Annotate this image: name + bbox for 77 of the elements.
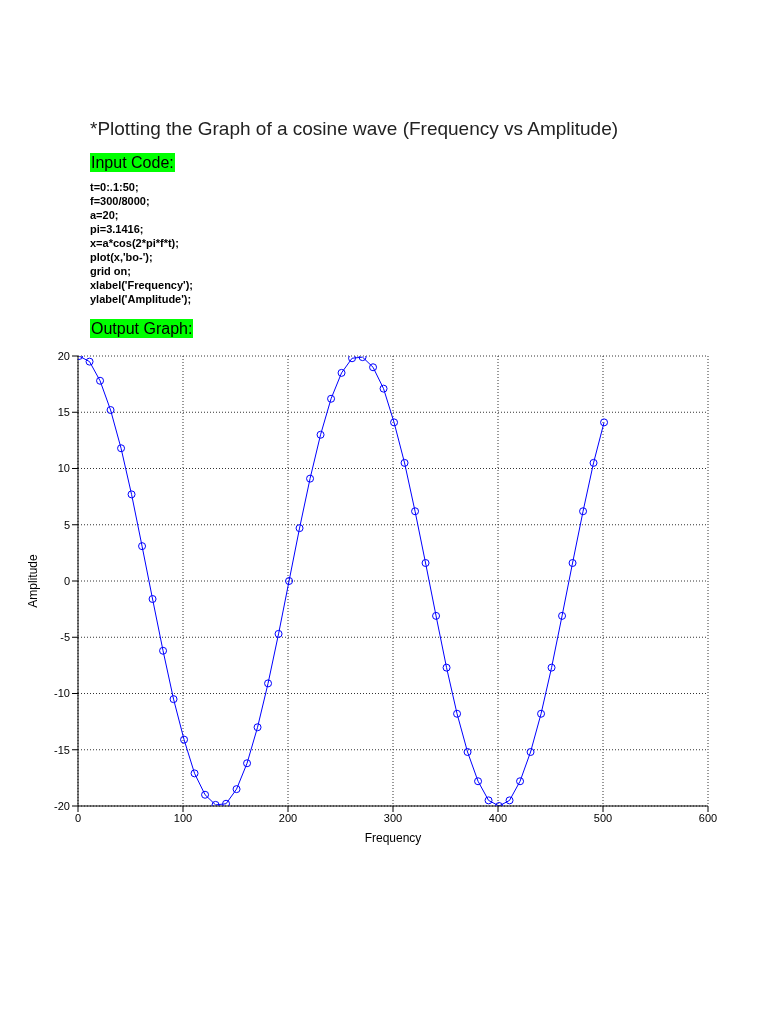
text: xlabel('Frequency'); — [90, 278, 195, 292]
point — [96, 376, 105, 385]
point — [505, 796, 514, 805]
point — [516, 777, 525, 786]
point — [432, 611, 441, 620]
point — [411, 507, 420, 516]
point — [442, 663, 451, 672]
point — [159, 646, 168, 655]
text: t=0:.1:50; — [90, 180, 140, 194]
point — [295, 524, 304, 533]
point — [232, 785, 241, 794]
point — [264, 679, 273, 688]
point — [285, 577, 294, 585]
point — [180, 735, 189, 744]
point — [169, 695, 178, 704]
point — [348, 356, 357, 363]
y-tick-label: 0 — [63, 574, 70, 587]
point — [400, 458, 409, 467]
point — [138, 542, 147, 551]
y-tick-label: -15 — [54, 743, 70, 756]
point — [117, 444, 126, 453]
text: a=20; — [90, 208, 120, 222]
x-tick-label: 600 — [698, 811, 718, 824]
point — [390, 418, 399, 427]
point — [547, 663, 556, 672]
point — [327, 394, 336, 403]
point — [222, 799, 231, 806]
point — [463, 748, 472, 756]
y-tick-label: -10 — [54, 687, 70, 700]
point — [558, 611, 567, 620]
point — [337, 368, 346, 377]
x-tick-label: 400 — [488, 811, 508, 824]
point — [148, 595, 157, 603]
text: grid on; — [90, 264, 132, 278]
x-axis-title: Frequency — [364, 831, 422, 845]
point — [201, 790, 210, 799]
y-tick-label: 5 — [63, 518, 70, 531]
y-tick-label: 20 — [57, 349, 70, 362]
point — [579, 507, 588, 516]
y-tick-label: 10 — [57, 462, 70, 475]
point — [526, 748, 535, 756]
text: Input Code: — [90, 153, 175, 172]
point — [316, 430, 325, 439]
text: Output Graph: — [90, 319, 194, 338]
text: plot(x,'bo-'); — [90, 250, 154, 264]
point — [369, 363, 378, 372]
y-tick-label: 15 — [57, 406, 70, 419]
point — [600, 418, 609, 427]
text: ylabel('Amplitude'); — [90, 292, 193, 306]
text: pi=3.1416; — [90, 222, 145, 236]
text: f=300/8000; — [90, 194, 151, 208]
point — [253, 723, 262, 732]
chart-title: *Plotting the Graph of a cosine wave (Frequency vs Amplitude) — [90, 118, 620, 140]
point — [453, 709, 462, 718]
point — [243, 759, 252, 768]
point — [379, 384, 388, 393]
point — [474, 777, 483, 786]
point — [106, 406, 115, 414]
point — [537, 709, 546, 718]
y-tick-label: -20 — [54, 799, 70, 812]
point — [190, 769, 199, 778]
point — [306, 474, 315, 483]
x-tick-label: 0 — [74, 811, 82, 824]
point — [127, 490, 136, 499]
point — [484, 796, 493, 805]
x-tick-label: 300 — [383, 811, 403, 824]
y-axis-title: Amplitude — [26, 554, 41, 608]
point — [85, 357, 94, 366]
y-tick-label: -5 — [60, 631, 70, 644]
x-tick-label: 100 — [173, 811, 193, 824]
x-tick-label: 500 — [593, 811, 613, 824]
point — [589, 458, 598, 467]
point — [568, 559, 577, 567]
x-tick-label: 200 — [278, 811, 298, 824]
text: x=a*cos(2*pi*f*t); — [90, 236, 180, 250]
point — [274, 629, 283, 638]
point — [421, 559, 430, 567]
